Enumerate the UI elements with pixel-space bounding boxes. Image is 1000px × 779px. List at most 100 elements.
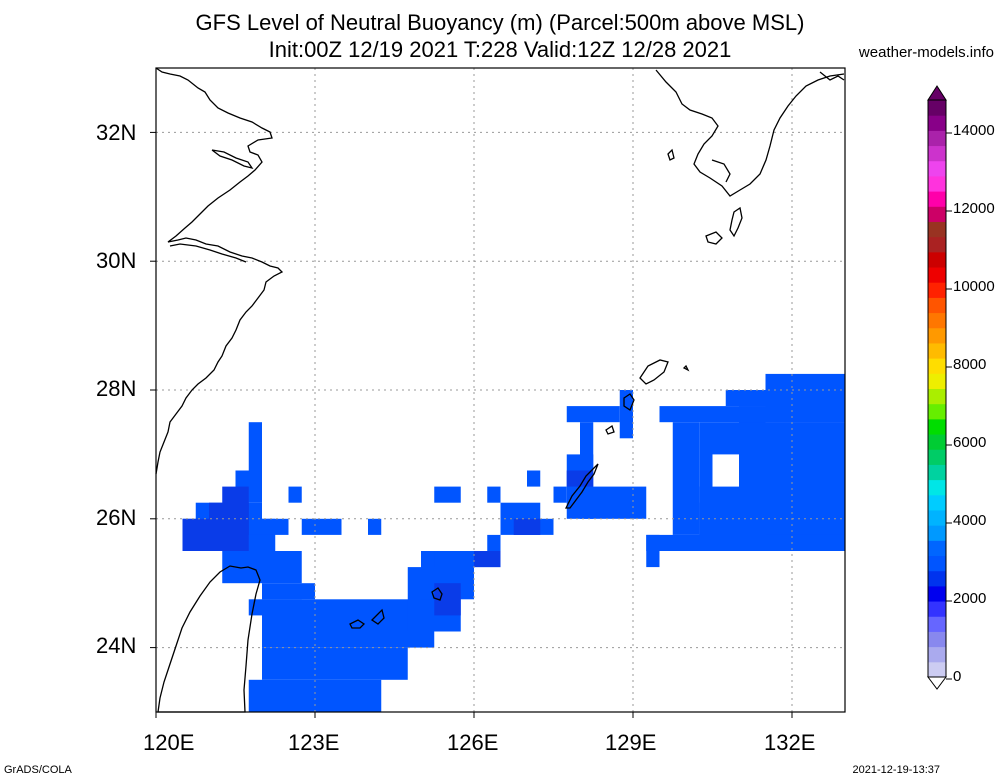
colorbar-label: 0 [953, 668, 962, 685]
colorbar-segment [928, 160, 946, 177]
lnb-cell [619, 390, 633, 439]
colorbar-top-arrow [927, 85, 947, 101]
colorbar-segment [928, 434, 946, 450]
lnb-cell [646, 534, 660, 568]
lnb-gap [712, 454, 739, 487]
china-coast [155, 67, 284, 475]
lat-label: 32N [96, 120, 137, 145]
colorbar-segment [928, 555, 946, 572]
colorbar-segment [928, 646, 946, 663]
lon-label: 129E [605, 730, 657, 755]
colorbar-segment [928, 418, 946, 435]
lnb-cell [553, 486, 567, 503]
lnb-cell [262, 583, 315, 600]
colorbar-segment [928, 585, 946, 602]
colorbar-segment [928, 373, 946, 389]
colorbar-segment [928, 267, 946, 283]
lnb-cell [262, 599, 435, 648]
colorbar-segment [928, 631, 946, 648]
colorbar-segment [928, 525, 946, 541]
coastlines [155, 67, 845, 713]
lnb-cell [248, 422, 262, 471]
colorbar-segment [928, 403, 946, 420]
kyushu-coast [655, 69, 845, 197]
colorbar-segment [928, 327, 946, 344]
colorbar-segment [928, 191, 946, 207]
colorbar-segment [928, 479, 946, 496]
lnb-cell [580, 422, 594, 471]
lat-label: 26N [96, 505, 137, 530]
colorbar-segment [928, 251, 946, 268]
colorbar-segment [928, 570, 946, 587]
lnb-cell-deep [222, 486, 249, 519]
lnb-cell [288, 486, 302, 503]
amami-island [623, 393, 635, 411]
colorbar-segment [928, 175, 946, 192]
lnb-cell [725, 390, 766, 407]
lnb-cell [765, 422, 845, 535]
footer-timestamp: 2021-12-19-13:37 [852, 764, 940, 776]
changjiang-mouth [211, 149, 254, 170]
colorbar-label: 14000 [953, 122, 995, 139]
lnb-cell [301, 518, 342, 535]
yakushima-island [639, 359, 669, 385]
lon-label: 132E [764, 730, 816, 755]
lnb-cell [646, 534, 713, 551]
colorbar-segment [928, 145, 946, 162]
map-title: GFS Level of Neutral Buoyancy (m) (Parce… [195, 10, 805, 35]
site-credit: weather-models.info [858, 44, 994, 61]
colorbar-segment [928, 221, 946, 238]
colorbar-segment [928, 494, 946, 511]
colorbar-segment [928, 661, 946, 678]
lnb-cell [262, 647, 408, 680]
east-islands [819, 71, 845, 81]
lon-label: 123E [288, 730, 340, 755]
lon-label: 120E [143, 730, 195, 755]
colorbar-frame [927, 99, 947, 678]
lat-label: 24N [96, 633, 137, 658]
yaeyama-island [349, 619, 366, 629]
lnb-cell [434, 486, 461, 503]
miyako-island [431, 587, 443, 601]
colorbar-segment [928, 206, 946, 222]
lnb-cell [248, 679, 382, 712]
lon-label: 126E [447, 730, 499, 755]
colorbar-segment [928, 540, 946, 557]
colorbar-segment [928, 282, 946, 298]
lnb-cell-deep [513, 518, 541, 535]
colorbar-label: 6000 [953, 434, 987, 451]
colorbar-segment [928, 358, 946, 374]
kyushu-south [711, 159, 731, 183]
colorbar-segment [928, 342, 946, 359]
colorbar-label: 12000 [953, 200, 995, 217]
map-subtitle: Init:00Z 12/19 2021 T:228 Valid:12Z 12/2… [268, 37, 732, 62]
colorbar-segment [928, 115, 946, 131]
colorbar-segment [928, 449, 946, 465]
colorbar-segment [928, 100, 946, 116]
colorbar [927, 85, 952, 690]
lnb-cell [580, 486, 647, 519]
tokunoshima-island [605, 424, 615, 435]
colorbar-segment [928, 388, 946, 405]
shaded-field [182, 373, 845, 712]
ishigaki-island [370, 608, 385, 625]
colorbar-label: 8000 [953, 356, 987, 373]
colorbar-label: 10000 [953, 278, 995, 295]
lnb-cell [368, 518, 382, 535]
lnb-cell [487, 486, 501, 503]
ryukyu-okinawa [564, 463, 599, 509]
colorbar-bottom-arrow [927, 676, 947, 690]
footer-source: GrADS/COLA [4, 764, 72, 776]
colorbar-label: 4000 [953, 512, 987, 529]
lat-label: 28N [96, 376, 137, 401]
lat-label: 30N [96, 248, 137, 273]
colorbar-segment [928, 130, 946, 147]
lnb-cell [566, 406, 620, 423]
axis-ticks [150, 131, 793, 718]
lnb-cell [527, 470, 541, 487]
colorbar-segment [928, 616, 946, 632]
colorbar-segment [928, 236, 946, 253]
lnb-cell [487, 534, 501, 551]
lnb-cell [672, 422, 700, 535]
